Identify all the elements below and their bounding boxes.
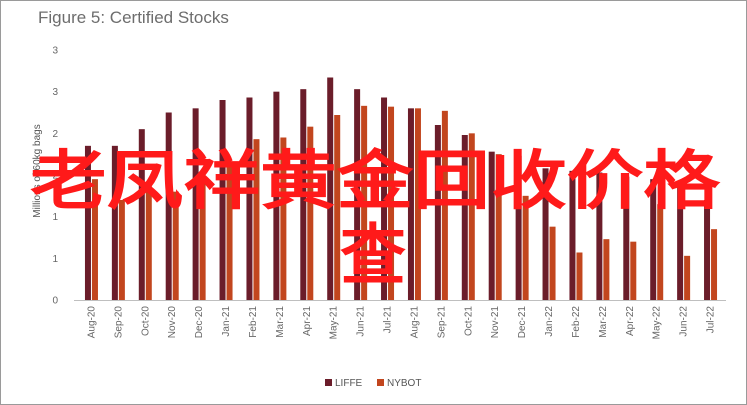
x-tick-label: Jun-22 <box>679 306 690 337</box>
bar-liffe-nov-20 <box>165 112 172 300</box>
x-tick-labels: Aug-20 Sep-20 Oct-20 Nov-20 Dec-20 Jan-21 Feb-… <box>86 306 716 340</box>
x-tick-label: Jul-21 <box>383 306 394 334</box>
bar-nybot-may-22 <box>657 204 664 300</box>
y-axis-title: Millions of 60kg bags <box>32 124 43 217</box>
x-tick-label: Aug-21 <box>409 306 420 339</box>
bar-liffe-nov-21 <box>488 151 495 300</box>
x-tick-label: Nov-20 <box>167 306 178 339</box>
bar-liffe-feb-22 <box>569 170 576 300</box>
bar-nybot-mar-21 <box>280 137 287 300</box>
bar-nybot-mar-22 <box>603 239 610 300</box>
x-tick-label: May-21 <box>329 306 340 340</box>
bars <box>84 77 718 301</box>
bar-nybot-dec-20 <box>199 179 206 300</box>
x-tick-label: Mar-21 <box>275 306 286 338</box>
bar-liffe-oct-20 <box>138 129 145 300</box>
bar-nybot-jul-21 <box>388 106 395 301</box>
x-tick-label: Oct-20 <box>140 306 151 336</box>
x-tick-label: Sep-20 <box>113 306 124 339</box>
y-axis-label: Millions of 60kg bags <box>32 124 43 217</box>
bar-nybot-apr-22 <box>630 241 637 300</box>
x-tick-label: Apr-22 <box>625 306 636 336</box>
y-tick-label: 0 <box>52 296 58 307</box>
bar-liffe-jan-21 <box>219 100 226 300</box>
x-tick-label: Jan-21 <box>221 306 232 337</box>
y-tick-label: 1 <box>52 254 58 265</box>
x-tick-label: Jan-22 <box>544 306 555 337</box>
x-tick-label: Oct-21 <box>463 306 474 336</box>
legend-label-nybot: NYBOT <box>387 378 421 389</box>
bar-nybot-oct-21 <box>468 133 475 300</box>
bar-liffe-mar-22 <box>596 172 603 300</box>
bar-liffe-jun-22 <box>677 187 684 300</box>
bar-liffe-jun-21 <box>354 89 361 301</box>
y-tick-label: 1 <box>52 212 58 223</box>
bar-nybot-feb-22 <box>576 252 583 300</box>
bar-liffe-may-22 <box>650 179 657 300</box>
bar-nybot-oct-20 <box>145 183 152 300</box>
bar-liffe-dec-20 <box>192 108 199 300</box>
x-tick-label: May-22 <box>652 306 663 340</box>
x-tick-label: Feb-21 <box>248 306 259 338</box>
bar-nybot-apr-21 <box>307 126 314 301</box>
bar-nybot-jul-22 <box>711 229 718 300</box>
bar-liffe-mar-21 <box>273 91 280 301</box>
bar-liffe-may-21 <box>327 77 334 300</box>
bar-liffe-dec-21 <box>515 155 522 300</box>
bar-nybot-feb-21 <box>253 139 260 300</box>
bar-nybot-sep-21 <box>441 110 448 300</box>
bar-nybot-aug-21 <box>414 108 421 300</box>
bar-liffe-sep-20 <box>111 145 118 300</box>
legend-swatch-liffe <box>325 379 332 386</box>
bar-liffe-feb-21 <box>246 97 253 300</box>
bar-nybot-sep-20 <box>118 200 125 300</box>
y-tick-label: 2 <box>52 171 58 182</box>
y-tick-label: 3 <box>52 87 58 98</box>
bar-nybot-dec-21 <box>522 195 529 300</box>
bar-liffe-jul-22 <box>704 200 711 300</box>
bar-liffe-sep-21 <box>434 125 441 300</box>
bar-liffe-aug-20 <box>84 145 91 300</box>
bar-liffe-aug-21 <box>407 108 414 300</box>
bar-liffe-apr-22 <box>623 176 630 300</box>
x-tick-label: Feb-22 <box>571 306 582 338</box>
x-tick-label: Mar-22 <box>598 306 609 338</box>
x-tick-label: Jun-21 <box>356 306 367 337</box>
y-tick-label: 2 <box>52 129 58 140</box>
x-tick-label: Aug-20 <box>86 306 97 339</box>
bar-liffe-jan-22 <box>542 168 549 300</box>
bar-nybot-jun-21 <box>361 105 368 300</box>
bar-nybot-jun-22 <box>684 255 691 300</box>
y-tick-label: 3 <box>52 46 58 57</box>
x-tick-label: Jul-22 <box>706 306 717 334</box>
bar-liffe-oct-21 <box>461 135 468 300</box>
x-tick-label: Nov-21 <box>490 306 501 339</box>
chart-title: Figure 5: Certified Stocks <box>38 8 229 27</box>
bar-nybot-nov-20 <box>172 191 179 300</box>
bar-liffe-jul-21 <box>381 97 388 300</box>
x-tick-label: Dec-21 <box>517 306 528 339</box>
bar-nybot-may-21 <box>334 115 341 300</box>
x-tick-label: Dec-20 <box>194 306 205 339</box>
x-tick-label: Apr-21 <box>302 306 313 336</box>
x-tick-label: Sep-21 <box>436 306 447 339</box>
legend: LIFFE NYBOT <box>325 378 421 389</box>
overlay-text-line-2: 查 <box>340 217 406 294</box>
bar-nybot-nov-21 <box>495 154 502 300</box>
overlay-text-line-1: 老凤祥黄金回收价格 <box>30 145 721 219</box>
legend-label-liffe: LIFFE <box>335 378 363 389</box>
y-tick-labels: 0 1 1 2 2 3 3 <box>52 46 58 307</box>
legend-swatch-nybot <box>377 379 384 386</box>
bar-liffe-apr-21 <box>300 89 307 301</box>
bar-nybot-jan-22 <box>549 226 556 300</box>
bar-nybot-jan-21 <box>226 166 233 300</box>
bar-nybot-aug-20 <box>91 179 98 300</box>
